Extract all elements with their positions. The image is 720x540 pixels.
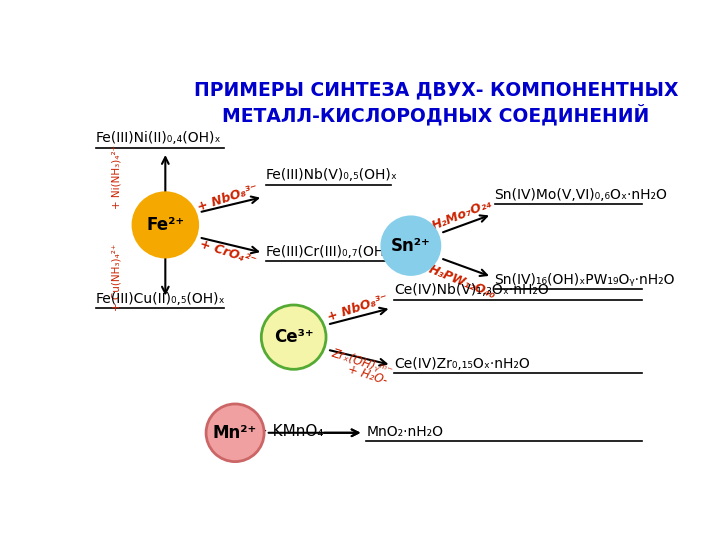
Text: Sn²⁺: Sn²⁺ — [391, 237, 431, 255]
Text: H₃PW₁₂O₄₀: H₃PW₁₂O₄₀ — [427, 262, 498, 301]
Text: + KMnO₄: + KMnO₄ — [255, 424, 323, 439]
Text: Ce(IV)Nb(V)₁,₃Oₓ·nH₂O: Ce(IV)Nb(V)₁,₃Oₓ·nH₂O — [394, 284, 549, 297]
Ellipse shape — [206, 404, 264, 462]
Text: + Ni(NH₃)₄²⁺: + Ni(NH₃)₄²⁺ — [112, 145, 122, 209]
Text: Zrₓ(OH)ᵧᵐ⁻: Zrₓ(OH)ᵧᵐ⁻ — [330, 347, 394, 379]
Text: MnO₂·nH₂O: MnO₂·nH₂O — [366, 424, 444, 438]
Text: Ce³⁺: Ce³⁺ — [274, 328, 313, 346]
Text: ПРИМЕРЫ СИНТЕЗА ДВУХ- КОМПОНЕНТНЫХ: ПРИМЕРЫ СИНТЕЗА ДВУХ- КОМПОНЕНТНЫХ — [194, 80, 678, 99]
Text: Fe²⁺: Fe²⁺ — [146, 216, 184, 234]
Text: Sn(IV)Mo(V,VI)₀,₆Oₓ·nH₂O: Sn(IV)Mo(V,VI)₀,₆Oₓ·nH₂O — [495, 187, 667, 201]
Text: Fe(III)Nb(V)₀,₅(OH)ₓ: Fe(III)Nb(V)₀,₅(OH)ₓ — [266, 168, 397, 182]
Ellipse shape — [261, 305, 326, 369]
Text: Fe(III)Cr(III)₀,₇(OH)ₓ: Fe(III)Cr(III)₀,₇(OH)ₓ — [266, 245, 397, 259]
Text: H₂Mo₇O₂₄: H₂Mo₇O₂₄ — [430, 197, 495, 233]
Text: Mn²⁺: Mn²⁺ — [213, 424, 257, 442]
Text: Sn(IV)₁₆(OH)ₓPW₁₉Oᵧ·nH₂O: Sn(IV)₁₆(OH)ₓPW₁₉Oᵧ·nH₂O — [495, 273, 675, 287]
Ellipse shape — [133, 193, 198, 257]
Text: Ce(IV)Zr₀,₁₅Oₓ·nH₂O: Ce(IV)Zr₀,₁₅Oₓ·nH₂O — [394, 357, 530, 371]
Text: + NbO₈³⁻: + NbO₈³⁻ — [196, 182, 260, 214]
Text: Fe(III)Ni(II)₀,₄(OH)ₓ: Fe(III)Ni(II)₀,₄(OH)ₓ — [96, 131, 221, 145]
Text: + Cu(NH₃)₄²⁺: + Cu(NH₃)₄²⁺ — [112, 243, 122, 310]
Text: + NbO₈³⁻: + NbO₈³⁻ — [326, 292, 390, 324]
Ellipse shape — [382, 217, 440, 274]
Text: Fe(III)Cu(II)₀,₅(OH)ₓ: Fe(III)Cu(II)₀,₅(OH)ₓ — [96, 292, 225, 306]
Text: + H₂O-: + H₂O- — [346, 362, 389, 387]
Text: + CrO₄²⁻: + CrO₄²⁻ — [198, 238, 258, 268]
Text: МЕТАЛЛ-КИСЛОРОДНЫХ СОЕДИНЕНИЙ: МЕТАЛЛ-КИСЛОРОДНЫХ СОЕДИНЕНИЙ — [222, 104, 649, 125]
